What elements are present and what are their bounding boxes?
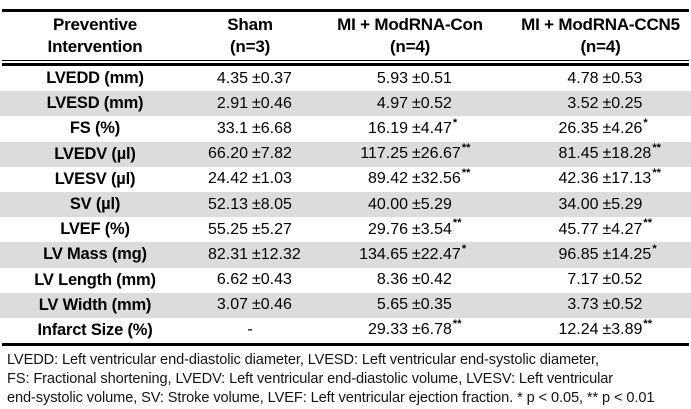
data-cell: 82.31 ±12.32: [207, 245, 301, 263]
row-label: LV Mass (mg): [43, 245, 147, 264]
data-cell: 8.36 ±0.42: [376, 271, 452, 289]
row-label: SV (µl): [69, 195, 121, 214]
table-bottom-rule: [2, 343, 689, 347]
table-footnote: LVEDD: Left ventricular end-diastolic di…: [0, 346, 691, 408]
footnote-line: end-systolic volume, SV: Stroke volume, …: [7, 390, 655, 407]
table-top-rule: [2, 9, 689, 12]
table-row: LV Width (mm) 3.07 ±0.46 5.65 ±0.35 3.73 ±0.52: [0, 292, 691, 318]
header-line1: MI + ModRNA-CCN5: [521, 15, 680, 34]
header-double-rule: [2, 60, 689, 66]
table-row: LVEDV (µl) 66.20 ±7.82 117.25 ±26.67** 81.45 ±…: [0, 141, 691, 167]
table-row: Infarct Size (%) - 29.33 ±6.78** 12.24 ±3.89*…: [0, 318, 691, 343]
data-cell: 134.65 ±22.47*: [359, 242, 467, 263]
data-cell: 29.76 ±3.54**: [367, 217, 462, 238]
table-row: FS (%) 33.1 ±6.68 16.19 ±4.47* 26.35 ±4.26*: [0, 116, 691, 141]
significance-marker: **: [643, 318, 652, 331]
data-cell: 66.20 ±7.82: [207, 145, 292, 163]
data-cell: 89.42 ±32.56**: [367, 167, 471, 188]
footnote-line: FS: Fractional shortening, LVEDV: Left v…: [7, 371, 614, 388]
data-cell: 33.1 ±6.68: [216, 119, 292, 137]
data-cell: 81.45 ±18.28**: [558, 141, 661, 163]
row-label: LVEDD (mm): [46, 69, 144, 88]
significance-marker: *: [461, 242, 467, 255]
data-cell: 40.00 ±5.29: [367, 195, 452, 213]
row-label: LVESD (mm): [46, 94, 144, 113]
table-row: LVEDD (mm) 4.35 ±0.37 5.93 ±0.51 4.78 ±0.53: [0, 66, 691, 91]
data-cell: 5.65 ±0.35: [376, 296, 452, 314]
header-line2: (n=4): [580, 37, 621, 56]
data-cell: 16.19 ±4.47*: [367, 116, 458, 137]
row-label: LV Width (mm): [38, 295, 152, 314]
row-label: LVEDV (µl): [54, 144, 136, 163]
header-mi-modrna-con: MI + ModRNA-Con (n=4): [310, 14, 510, 58]
data-cell: 117.25 ±26.67**: [360, 141, 471, 163]
table-row: LV Length (mm) 6.62 ±0.43 8.36 ±0.42 7.17 ±0.5…: [0, 268, 691, 293]
data-cell: 3.52 ±0.25: [567, 94, 643, 112]
header-line2: (n=4): [389, 37, 431, 56]
data-cell: 6.62 ±0.43: [216, 271, 292, 289]
data-cell: 45.77 ±4.27**: [558, 217, 652, 238]
row-label: Infarct Size (%): [37, 320, 153, 339]
data-cell: 42.36 ±17.13**: [558, 167, 661, 188]
data-cell: 52.13 ±8.05: [207, 195, 292, 213]
data-cell: 4.78 ±0.53: [567, 69, 643, 87]
significance-marker: *: [643, 116, 648, 129]
data-cell: 2.91 ±0.46: [216, 94, 292, 112]
header-mi-modrna-ccn5: MI + ModRNA-CCN5 (n=4): [510, 14, 691, 58]
data-cell: 4.97 ±0.52: [376, 94, 452, 112]
header-line1: Preventive: [53, 15, 137, 34]
significance-marker: **: [452, 217, 462, 230]
data-cell: 26.35 ±4.26*: [558, 116, 648, 137]
data-cell: 5.93 ±0.51: [376, 69, 452, 87]
data-cell: 29.33 ±6.78**: [367, 318, 462, 339]
header-line1: Sham: [227, 15, 273, 34]
data-cell: -: [247, 321, 253, 339]
significance-marker: **: [652, 141, 661, 154]
header-line2: (n=3): [229, 37, 271, 56]
data-cell: 3.07 ±0.46: [216, 296, 292, 314]
table-row: LVESD (mm) 2.91 ±0.46 4.97 ±0.52 3.52 ±0.25: [0, 91, 691, 117]
significance-marker: **: [643, 217, 652, 230]
data-cell: 55.25 ±5.27: [207, 220, 292, 238]
data-cell: 24.42 ±1.03: [207, 170, 292, 188]
table-row: LVESV (µl) 24.42 ±1.03 89.42 ±32.56** 42.36 ±1…: [0, 167, 691, 192]
data-cell: 4.35 ±0.37: [216, 69, 292, 87]
significance-marker: **: [652, 167, 661, 180]
data-cell: 7.17 ±0.52: [567, 271, 643, 289]
data-cell: 12.24 ±3.89**: [558, 318, 652, 339]
row-label: LVEF (%): [60, 220, 130, 239]
data-cell: 96.85 ±14.25*: [558, 242, 657, 263]
table-body: LVEDD (mm) 4.35 ±0.37 5.93 ±0.51 4.78 ±0.53 LVE…: [0, 66, 691, 343]
significance-marker: *: [452, 116, 458, 129]
header-sham: Sham (n=3): [190, 14, 310, 58]
row-label: FS (%): [69, 119, 121, 138]
table-row: SV (µl) 52.13 ±8.05 40.00 ±5.29 34.00 ±5.29: [0, 191, 691, 218]
significance-marker: **: [461, 141, 471, 154]
significance-marker: **: [461, 167, 471, 180]
significance-marker: *: [652, 242, 657, 255]
header-line1: MI + ModRNA-Con: [337, 15, 483, 34]
table-header-row: Preventive Intervention Sham (n=3) MI + …: [0, 12, 691, 60]
header-preventive-intervention: Preventive Intervention: [0, 14, 190, 58]
row-label: LV Length (mm): [34, 270, 156, 289]
data-cell: 3.73 ±0.52: [567, 296, 643, 314]
table-row: LVEF (%) 55.25 ±5.27 29.76 ±3.54** 45.77 ±4.27…: [0, 217, 691, 242]
significance-marker: **: [452, 318, 462, 331]
header-line2: Intervention: [47, 37, 143, 56]
data-cell: 34.00 ±5.29: [558, 195, 643, 213]
table-row: LV Mass (mg) 82.31 ±12.32 134.65 ±22.47* 96.8…: [0, 242, 691, 268]
row-label: LVESV (µl): [54, 169, 136, 188]
footnote-line: LVEDD: Left ventricular end-diastolic di…: [7, 352, 599, 369]
